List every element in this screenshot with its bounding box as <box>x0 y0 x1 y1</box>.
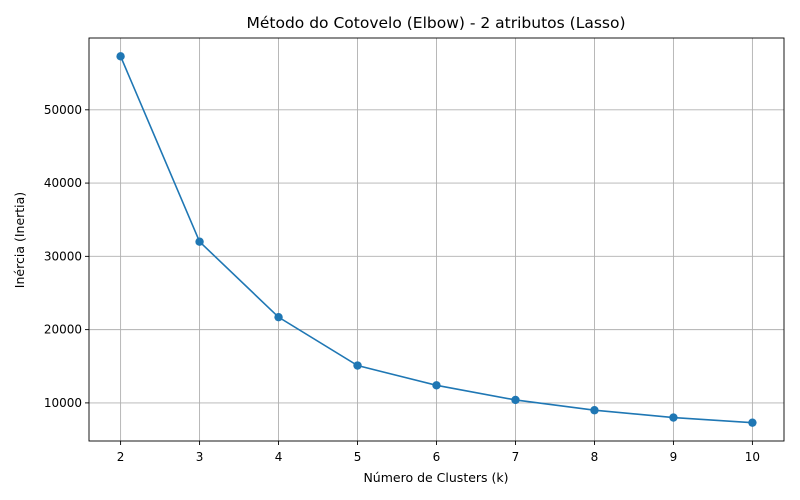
x-tick-label: 6 <box>433 450 441 464</box>
data-point <box>195 237 204 246</box>
y-tick-label: 50000 <box>44 103 82 117</box>
data-point <box>590 406 599 415</box>
data-point <box>669 413 678 422</box>
x-tick-label: 8 <box>591 450 599 464</box>
grid <box>89 38 784 441</box>
data-point <box>116 52 125 61</box>
x-axis-label: Número de Clusters (k) <box>363 470 508 485</box>
y-tick-label: 40000 <box>44 176 82 190</box>
data-point <box>511 395 520 405</box>
y-tick-label: 20000 <box>44 323 82 337</box>
data-point <box>274 312 283 322</box>
axis-ticks: 2 3 4 5 6 7 8 9 10 10000 20000 30000 40000 50000 <box>44 103 760 464</box>
data-point <box>353 361 362 370</box>
x-tick-label: 5 <box>354 450 362 464</box>
y-tick-label: 30000 <box>44 249 82 263</box>
y-axis-label: Inércia (Inertia) <box>12 192 27 288</box>
data-point <box>748 418 757 427</box>
series-layer <box>116 52 757 427</box>
x-tick-label: 9 <box>670 450 678 464</box>
x-tick-label: 3 <box>196 450 204 464</box>
y-tick-label: 10000 <box>44 396 82 410</box>
data-point <box>432 381 441 390</box>
x-tick-label: 4 <box>275 450 283 464</box>
x-tick-label: 2 <box>117 450 125 464</box>
chart-title: Método do Cotovelo (Elbow) - 2 atributos… <box>246 14 625 32</box>
x-tick-label: 10 <box>745 450 760 464</box>
x-tick-label: 7 <box>512 450 520 464</box>
